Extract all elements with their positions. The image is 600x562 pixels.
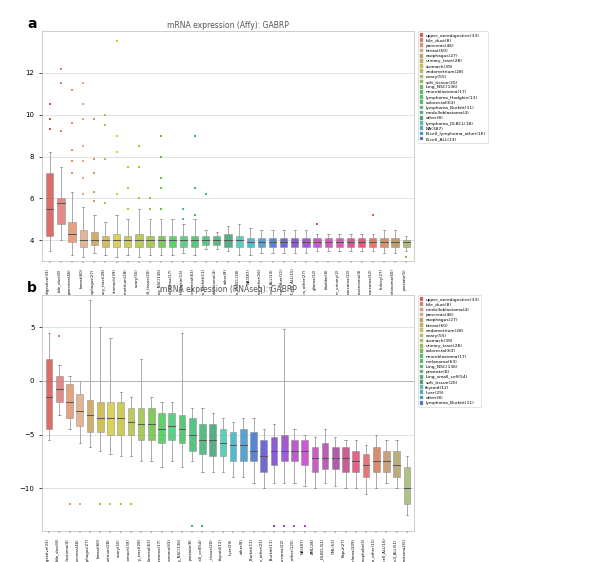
Bar xyxy=(358,238,365,247)
Bar xyxy=(189,419,196,451)
Bar xyxy=(342,447,349,472)
Bar xyxy=(325,238,332,247)
Bar xyxy=(209,424,216,456)
Bar xyxy=(322,443,328,469)
Bar xyxy=(80,230,87,247)
Bar xyxy=(247,238,254,247)
Bar xyxy=(373,447,380,472)
Bar xyxy=(199,424,206,454)
Bar xyxy=(191,236,198,247)
Bar xyxy=(291,238,298,247)
Bar xyxy=(135,234,143,247)
Bar xyxy=(313,238,321,247)
Bar xyxy=(128,407,134,434)
Bar xyxy=(369,238,376,247)
Bar xyxy=(404,466,410,504)
Bar xyxy=(76,394,83,426)
Bar xyxy=(352,451,359,472)
Bar xyxy=(107,402,114,434)
Bar xyxy=(46,360,52,429)
Bar xyxy=(269,238,276,247)
Legend: upper_aerodigestive(33), bile_duct(8), pancreas(46), breast(60), esophagus(27), : upper_aerodigestive(33), bile_duct(8), p… xyxy=(418,31,488,143)
Title: mRNA expression (Affy): GABRP: mRNA expression (Affy): GABRP xyxy=(167,21,289,30)
Bar xyxy=(118,402,124,434)
Bar xyxy=(362,454,369,478)
Bar xyxy=(213,236,220,244)
Bar xyxy=(271,437,277,465)
Bar xyxy=(146,236,154,247)
Text: a: a xyxy=(27,17,37,31)
Title: mRNA expression (RNAseq): GABRP: mRNA expression (RNAseq): GABRP xyxy=(160,285,296,294)
Text: b: b xyxy=(27,281,37,295)
Bar xyxy=(302,238,310,247)
Bar xyxy=(258,238,265,247)
Bar xyxy=(383,451,390,472)
Bar xyxy=(281,434,287,461)
Bar xyxy=(158,413,165,443)
Bar xyxy=(138,407,145,440)
Bar xyxy=(56,375,62,402)
Bar xyxy=(347,238,354,247)
Bar xyxy=(169,236,176,247)
Bar xyxy=(332,447,338,469)
Bar xyxy=(169,413,175,440)
Bar xyxy=(148,407,155,440)
Bar xyxy=(280,238,287,247)
Bar xyxy=(250,432,257,461)
Bar xyxy=(380,238,388,247)
Bar xyxy=(66,384,73,419)
Bar xyxy=(58,198,65,224)
Bar xyxy=(311,447,318,472)
Bar xyxy=(236,236,243,247)
Bar xyxy=(224,234,232,247)
Bar xyxy=(240,429,247,461)
Bar xyxy=(97,402,104,432)
Legend: upper_aerodigestive(33), bile_duct(8), medulloblastoma(4), pancreas(46), esophag: upper_aerodigestive(33), bile_duct(8), m… xyxy=(418,295,481,407)
Bar xyxy=(220,429,226,456)
Bar xyxy=(230,432,236,461)
Bar xyxy=(291,440,298,461)
Bar xyxy=(202,236,209,244)
Bar xyxy=(180,236,187,247)
Bar xyxy=(87,400,94,432)
Bar xyxy=(403,241,410,247)
Bar xyxy=(46,173,53,236)
Bar xyxy=(391,238,398,247)
Bar xyxy=(394,451,400,478)
Bar xyxy=(301,440,308,465)
Bar xyxy=(68,221,76,242)
Bar xyxy=(91,232,98,244)
Bar xyxy=(158,236,165,247)
Bar xyxy=(260,440,267,472)
Bar xyxy=(336,238,343,247)
Bar xyxy=(113,234,120,247)
Bar xyxy=(124,236,131,247)
Bar xyxy=(179,415,185,443)
Bar xyxy=(102,236,109,247)
